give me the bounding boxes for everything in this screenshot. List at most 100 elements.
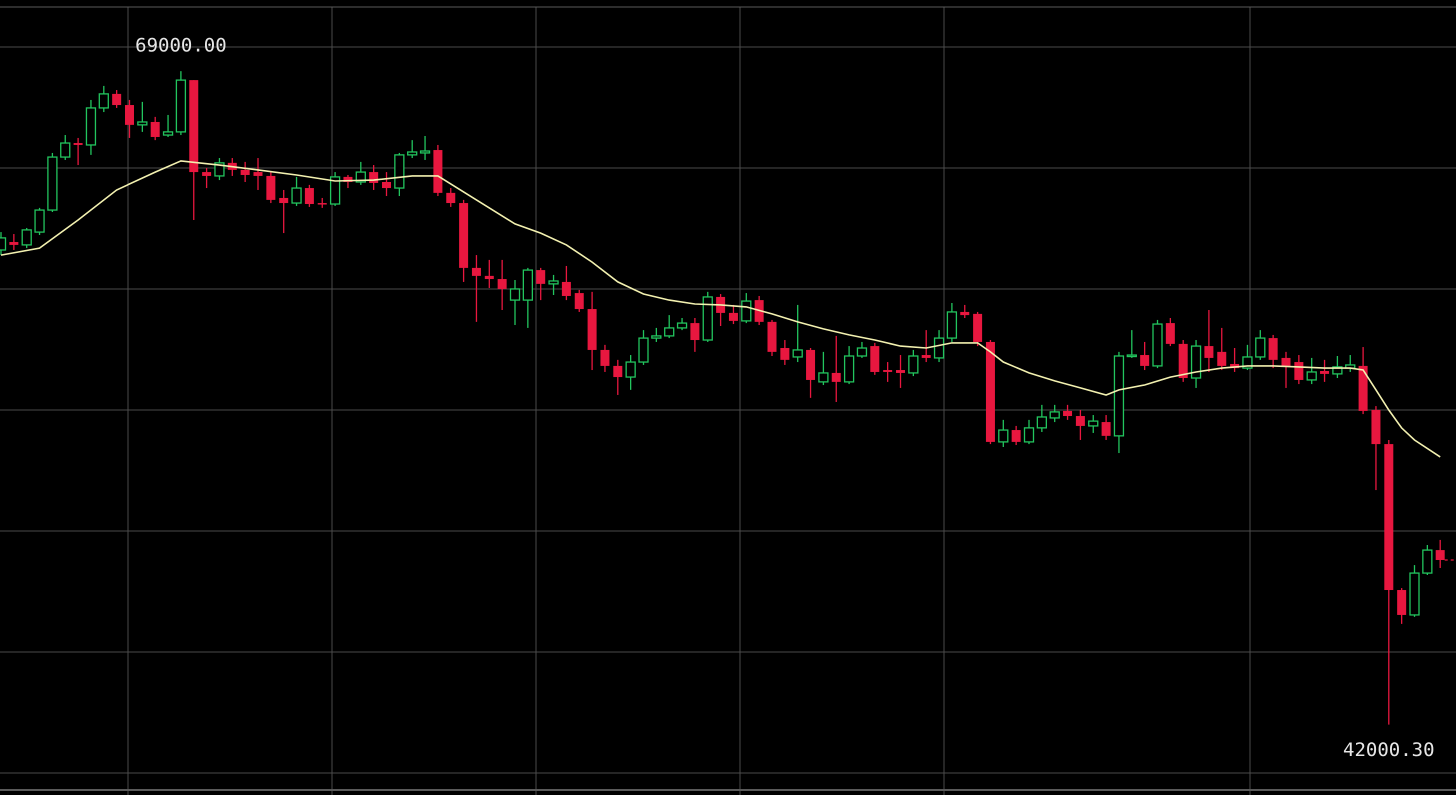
candle-body: [1088, 420, 1099, 427]
candle: [1011, 425, 1021, 446]
candle: [355, 161, 366, 185]
candle: [613, 359, 623, 395]
candle-body: [843, 355, 855, 383]
candle-body: [818, 372, 829, 383]
candle: [1088, 415, 1099, 433]
candle: [98, 85, 109, 113]
candle-body: [1281, 357, 1291, 366]
candle: [818, 351, 829, 386]
candle: [150, 116, 160, 141]
candle: [369, 165, 379, 190]
candle: [1255, 330, 1266, 360]
candle: [806, 348, 816, 398]
candle: [509, 280, 521, 326]
candle-body: [407, 151, 418, 156]
candle: [831, 335, 841, 402]
candle-body: [1113, 355, 1125, 437]
candle-body: [279, 197, 289, 204]
candle-body: [189, 80, 199, 173]
candle: [896, 355, 905, 388]
candle: [1165, 318, 1175, 347]
candle: [843, 346, 855, 385]
candle-body: [34, 209, 45, 233]
candle: [1049, 404, 1060, 423]
candle-body: [175, 79, 187, 133]
candle-body: [702, 296, 713, 341]
candle: [536, 267, 546, 301]
candle-body: [1178, 343, 1188, 379]
candle-body: [896, 370, 905, 373]
candle-body: [369, 172, 379, 183]
candle: [1332, 355, 1343, 379]
candle-body: [125, 105, 134, 125]
candle: [60, 135, 71, 160]
candle: [1268, 334, 1278, 369]
candle-body: [831, 372, 841, 382]
candle-body: [329, 176, 341, 205]
candle: [407, 140, 418, 159]
candle-body: [690, 323, 700, 341]
candle-body: [1011, 430, 1021, 442]
candle: [522, 267, 533, 328]
candle-body: [1358, 365, 1368, 411]
candle: [1036, 404, 1047, 432]
candle: [998, 419, 1009, 447]
candle: [484, 259, 494, 288]
candle-body: [355, 171, 366, 183]
candle: [1230, 348, 1240, 372]
candle-body: [1422, 549, 1433, 574]
candle: [125, 99, 134, 138]
candle: [548, 274, 559, 296]
candle: [985, 340, 995, 445]
candle-body: [471, 267, 481, 276]
candle: [1435, 539, 1445, 568]
candle-body: [1049, 411, 1060, 419]
candle: [1101, 415, 1111, 440]
candle: [728, 304, 738, 325]
candle: [638, 330, 649, 365]
candle: [1217, 327, 1227, 371]
candle: [1409, 565, 1420, 617]
candle-body: [21, 229, 32, 246]
candle: [175, 71, 187, 136]
candle-body: [202, 172, 212, 176]
candle: [792, 304, 803, 363]
candle-body: [998, 429, 1009, 443]
candle: [600, 344, 610, 372]
candle-body: [433, 150, 443, 193]
candle: [856, 341, 868, 358]
candle-body: [1332, 366, 1343, 375]
candle: [9, 234, 19, 250]
candle-body: [806, 349, 816, 380]
candle-body: [484, 275, 494, 280]
candle: [304, 184, 314, 207]
candle-body: [112, 93, 122, 106]
max-price-label: 69000.00: [135, 35, 227, 57]
candle: [883, 362, 893, 382]
candle: [676, 318, 688, 331]
candle-body: [1023, 427, 1035, 443]
candle-body: [459, 203, 469, 268]
candle: [1384, 439, 1394, 725]
candle-body: [883, 370, 893, 372]
candle-body: [1397, 590, 1407, 615]
candle-body: [1306, 371, 1317, 381]
candle: [214, 158, 225, 181]
candle: [1113, 351, 1125, 454]
candle-body: [1126, 354, 1137, 358]
candle-body: [214, 162, 225, 177]
candle-body: [574, 293, 584, 310]
candle: [1075, 409, 1085, 440]
candle: [202, 167, 212, 189]
candle-body: [1140, 355, 1150, 366]
candle-body: [1371, 409, 1381, 445]
candle: [1190, 340, 1202, 388]
candle-body: [587, 309, 597, 350]
candle: [382, 172, 391, 197]
candle: [1204, 310, 1214, 372]
candle: [960, 304, 970, 318]
candle: [716, 294, 726, 326]
candle-body: [497, 279, 507, 289]
candle: [85, 99, 97, 155]
